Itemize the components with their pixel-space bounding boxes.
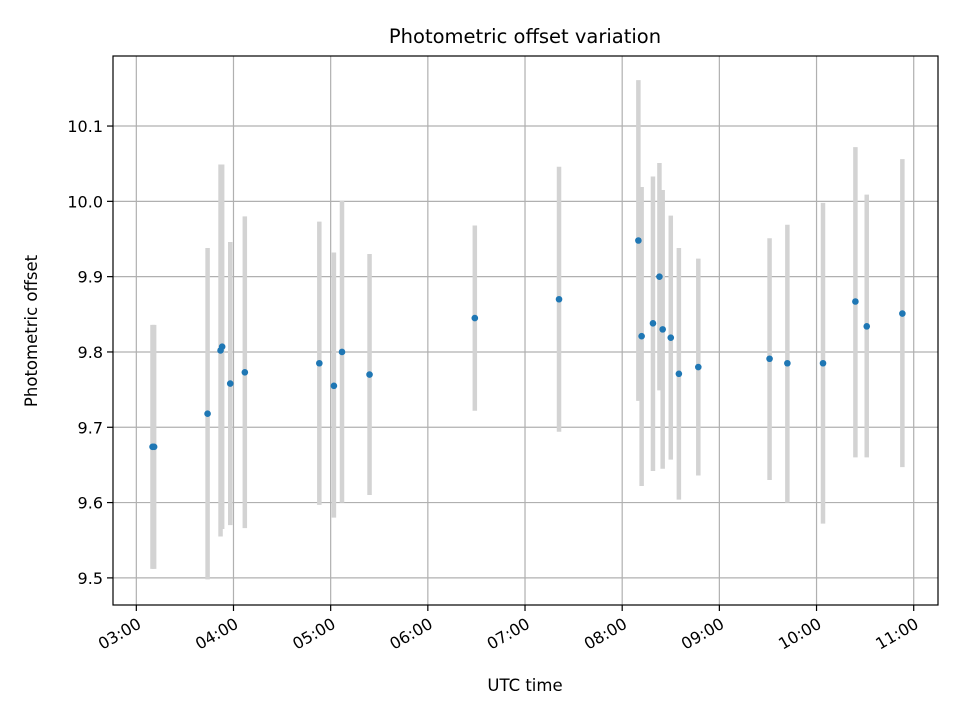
data-point xyxy=(863,323,871,330)
y-axis-label: Photometric offset xyxy=(22,254,41,407)
data-point xyxy=(899,310,906,317)
y-axis: 9.5 9.6 9.7 9.8 9.9 10.0 10.1 xyxy=(67,117,113,588)
data-point xyxy=(819,359,827,367)
data-point xyxy=(366,371,373,378)
data-points xyxy=(149,237,906,451)
data-point xyxy=(555,295,563,303)
data-point xyxy=(218,343,226,350)
data-point xyxy=(695,363,702,371)
data-point xyxy=(656,273,663,280)
y-tick-label: 9.7 xyxy=(78,418,103,437)
data-point xyxy=(784,359,791,367)
data-point xyxy=(330,382,338,390)
y-tick-label: 9.6 xyxy=(78,494,103,513)
data-point xyxy=(659,326,666,333)
x-axis-label: UTC time xyxy=(487,676,562,695)
data-point xyxy=(241,368,249,376)
data-point xyxy=(226,380,234,387)
data-point xyxy=(649,320,657,327)
data-point xyxy=(338,348,346,356)
y-tick-label: 9.9 xyxy=(78,268,103,287)
data-point xyxy=(638,332,645,340)
data-point xyxy=(150,443,158,451)
chart-title: Photometric offset variation xyxy=(389,25,661,48)
data-point xyxy=(635,237,642,244)
y-tick-label: 9.5 xyxy=(78,569,103,588)
data-point xyxy=(675,370,683,378)
y-tick-label: 10.1 xyxy=(67,117,103,136)
data-point xyxy=(667,334,675,341)
data-point xyxy=(316,359,323,367)
data-point xyxy=(204,410,211,418)
data-point xyxy=(766,355,773,363)
y-tick-label: 10.0 xyxy=(67,192,103,211)
data-point xyxy=(471,314,479,322)
y-tick-label: 9.8 xyxy=(78,343,103,362)
data-point xyxy=(852,298,859,305)
grid xyxy=(113,56,938,605)
